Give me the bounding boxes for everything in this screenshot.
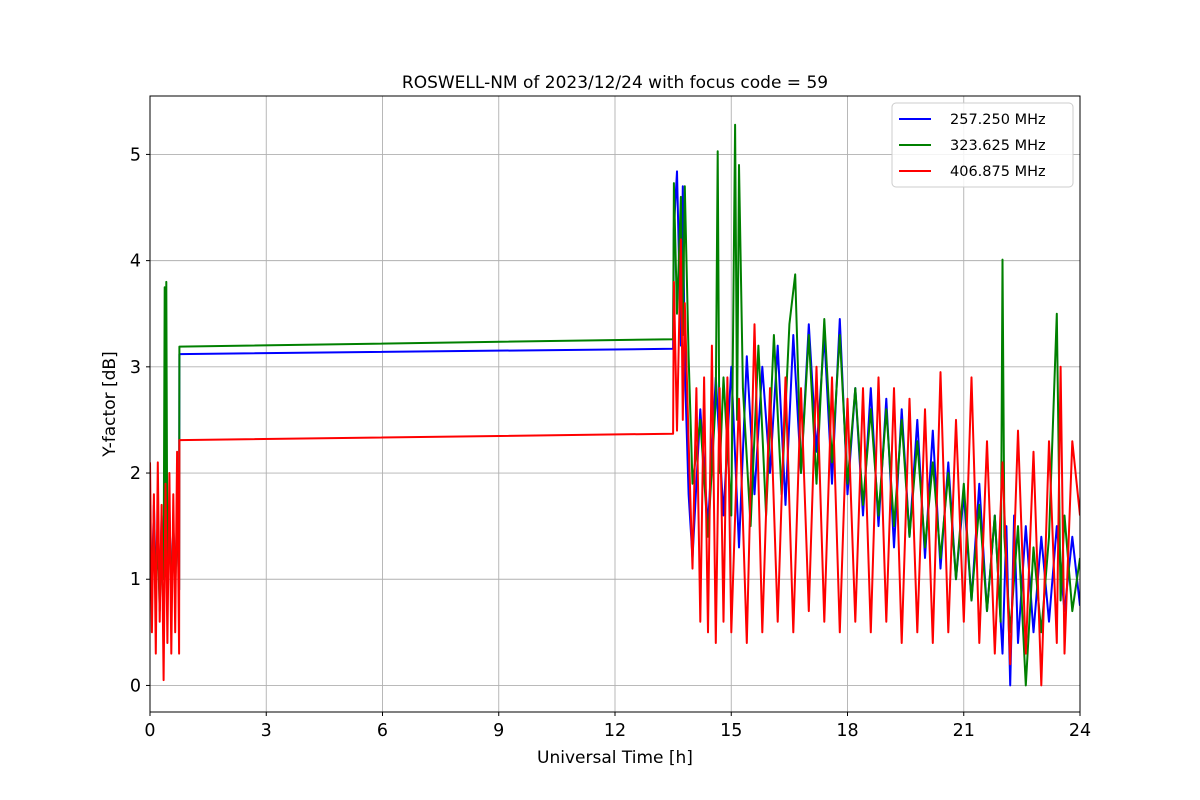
series-line-3 [150, 238, 1080, 687]
x-tick-label: 6 [377, 721, 388, 741]
chart-title: ROSWELL-NM of 2023/12/24 with focus code… [402, 73, 828, 93]
y-tick-label: 2 [130, 464, 141, 484]
x-axis-label: Universal Time [h] [537, 748, 693, 768]
x-tick-label: 21 [953, 721, 975, 741]
y-tick-label: 5 [130, 145, 141, 165]
x-tick-label: 3 [261, 721, 272, 741]
plot-area [150, 123, 1080, 687]
legend-label: 406.875 MHz [950, 164, 1046, 180]
y-tick-label: 3 [130, 358, 141, 378]
y-tick-label: 0 [130, 676, 141, 696]
y-tick-label: 4 [130, 252, 141, 272]
y-axis-label: Y-factor [dB] [100, 351, 120, 457]
x-tick-label: 0 [144, 721, 155, 741]
x-tick-label: 18 [836, 721, 858, 741]
x-tick-label: 24 [1069, 721, 1091, 741]
legend-label: 257.250 MHz [950, 112, 1046, 128]
x-tick-label: 15 [720, 721, 742, 741]
x-tick-label: 9 [493, 721, 504, 741]
legend-box [891, 102, 1074, 188]
legend-label: 323.625 MHz [950, 138, 1046, 154]
y-tick-label: 1 [130, 570, 141, 590]
legend: 257.250 MHz 323.625 MHz 406.875 MHz [891, 102, 1074, 188]
x-tick-label: 12 [604, 721, 626, 741]
